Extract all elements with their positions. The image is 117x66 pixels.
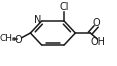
Text: N: N bbox=[34, 15, 41, 25]
Text: O: O bbox=[15, 35, 22, 45]
Text: O: O bbox=[93, 18, 101, 28]
Text: CH₃: CH₃ bbox=[0, 34, 16, 43]
Text: Cl: Cl bbox=[59, 2, 69, 12]
Text: OH: OH bbox=[90, 37, 105, 47]
